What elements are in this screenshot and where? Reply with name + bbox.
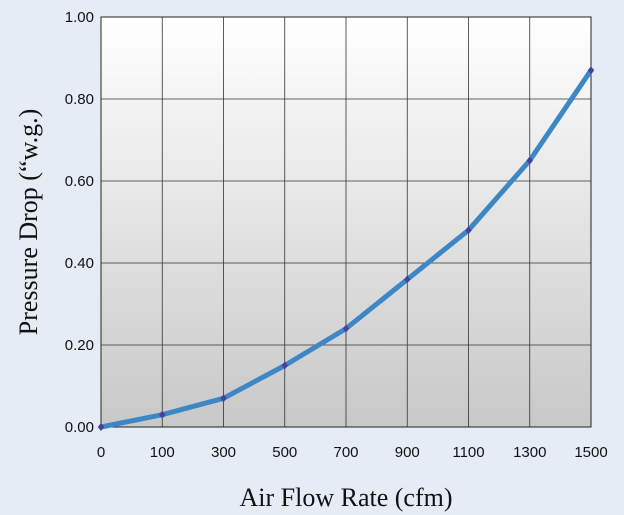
x-tick-label: 1300 <box>513 444 546 461</box>
data-point-marker <box>220 394 227 403</box>
data-point-marker <box>404 275 411 284</box>
data-point-marker <box>526 156 533 165</box>
data-point-marker <box>281 361 288 370</box>
x-tick-label: 300 <box>211 444 236 461</box>
y-tick-label: 0.40 <box>65 255 94 272</box>
data-point-marker <box>159 410 166 419</box>
x-tick-label: 900 <box>395 444 420 461</box>
y-tick-label: 0.60 <box>65 173 94 190</box>
data-point-marker <box>342 324 350 333</box>
tick-labels: 0 100 300 500 700 900 1100 1300 1500 0.00 0.20 0.40… <box>65 9 608 461</box>
x-tick-label: 500 <box>272 444 297 461</box>
x-axis-title: Air Flow Rate (cfm) <box>239 483 452 512</box>
data-point-marker <box>587 66 595 75</box>
y-tick-label: 0.20 <box>65 337 94 354</box>
y-tick-label: 1.00 <box>65 9 94 26</box>
data-point-marker <box>465 226 472 235</box>
data-point-marker <box>97 423 105 431</box>
series-layer <box>97 66 595 431</box>
y-axis-title: Pressure Drop (“w.g.) <box>14 109 43 335</box>
x-tick-label: 1100 <box>452 444 484 461</box>
y-tick-label: 0.80 <box>65 91 94 108</box>
x-tick-label: 700 <box>333 444 358 461</box>
x-tick-label: 0 <box>97 444 105 461</box>
x-tick-label: 100 <box>150 444 175 461</box>
grid-lines <box>101 17 591 427</box>
y-tick-label: 0.00 <box>65 419 94 436</box>
x-tick-label: 1500 <box>574 444 607 461</box>
